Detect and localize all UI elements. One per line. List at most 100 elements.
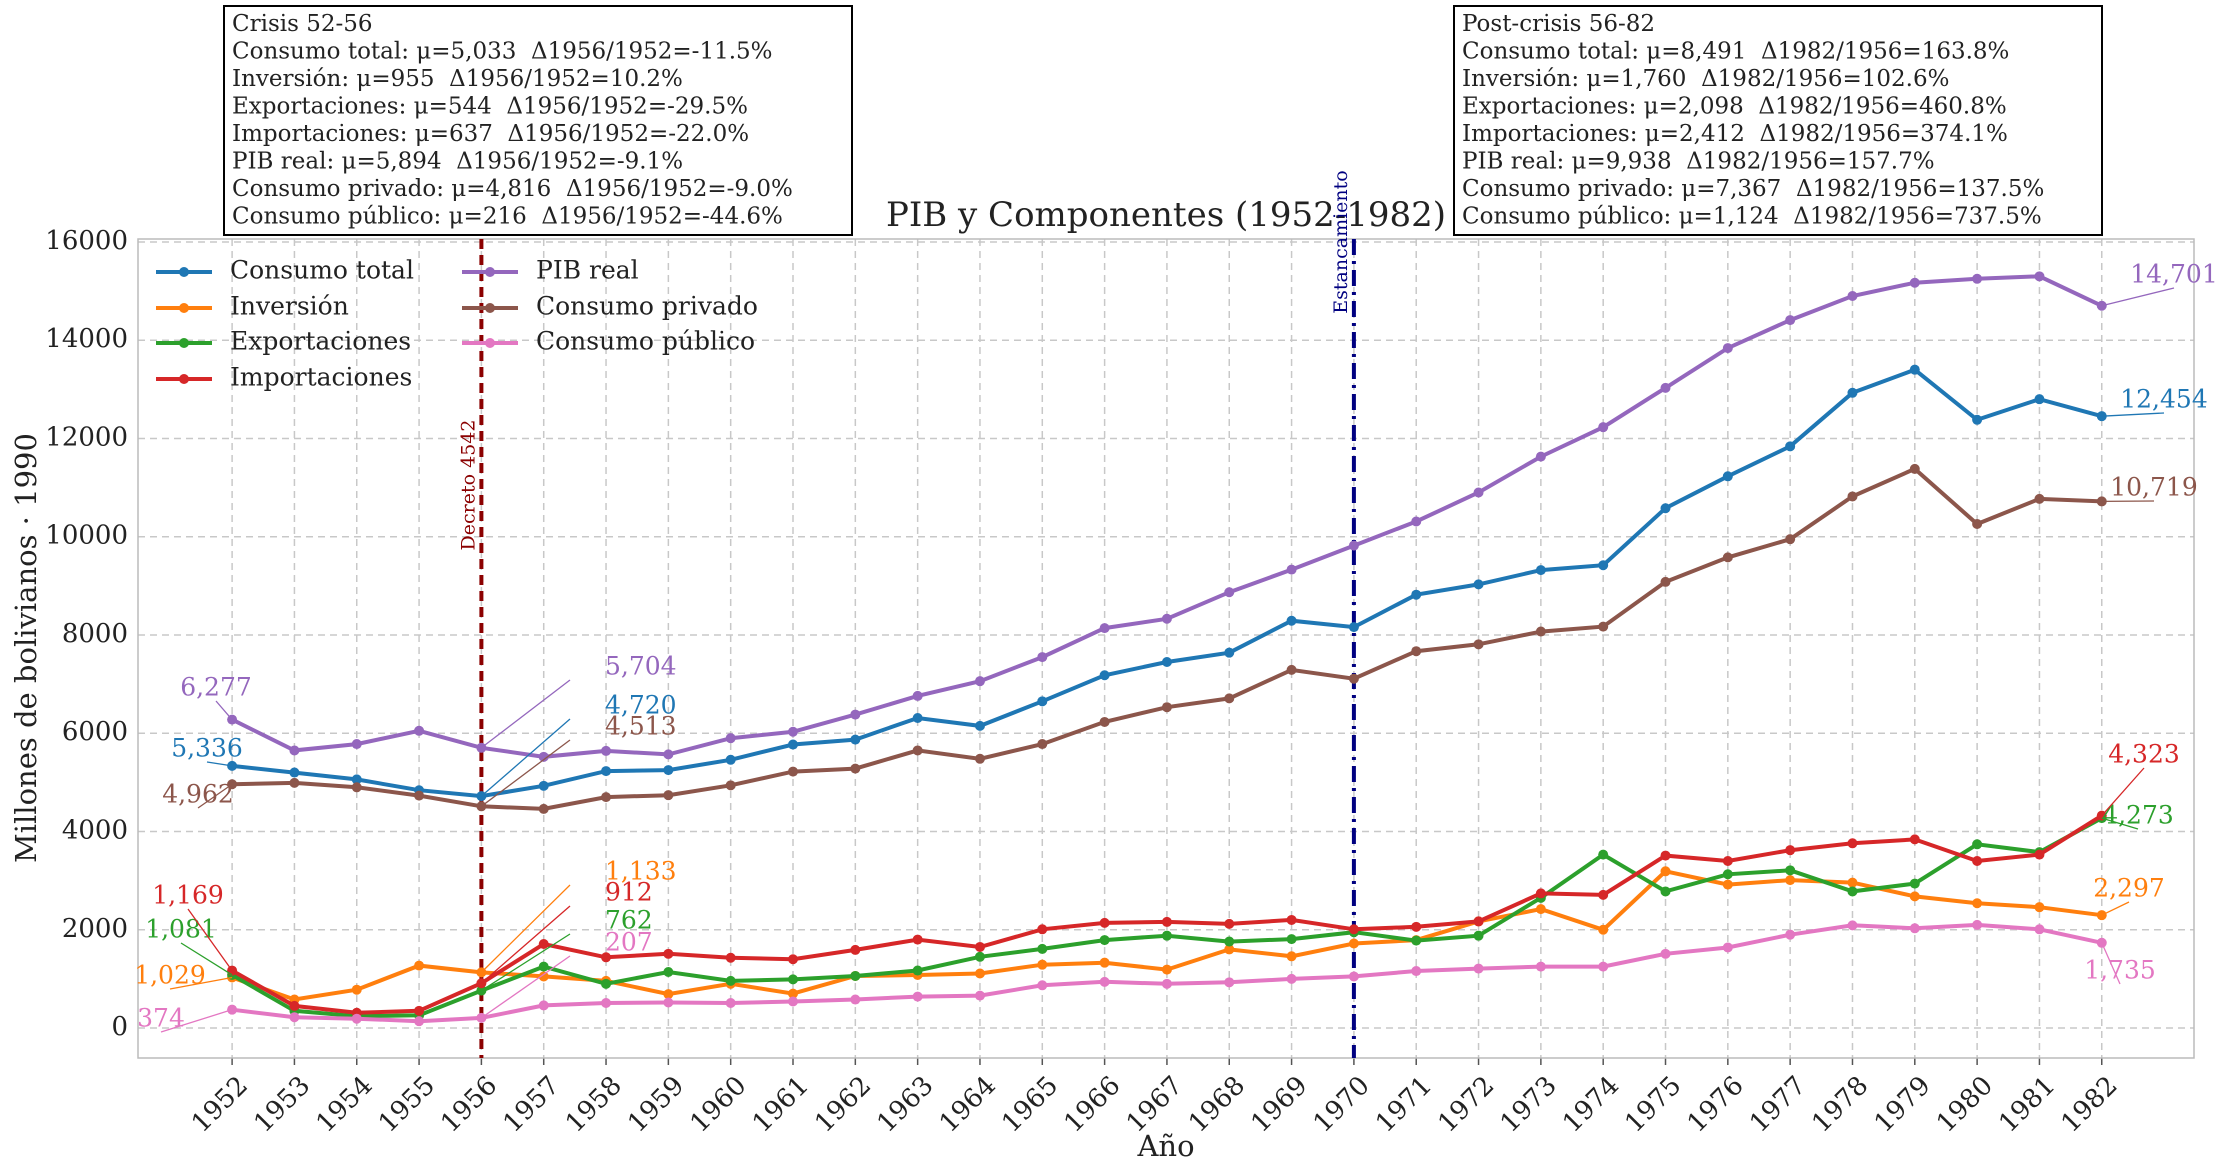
value-label: 1,081 bbox=[145, 915, 217, 944]
point bbox=[1847, 838, 1858, 849]
point bbox=[1909, 463, 1920, 474]
point bbox=[788, 766, 799, 777]
point bbox=[788, 974, 799, 985]
point bbox=[974, 720, 985, 731]
leader-line bbox=[2101, 817, 2139, 830]
value-label: 5,704 bbox=[605, 652, 677, 681]
point bbox=[1286, 664, 1297, 675]
point bbox=[725, 733, 736, 744]
point bbox=[974, 951, 985, 962]
point bbox=[1598, 560, 1609, 571]
point bbox=[538, 780, 549, 791]
point bbox=[2034, 271, 2045, 282]
point bbox=[1161, 916, 1172, 927]
point bbox=[351, 774, 362, 785]
stat-line: Consumo privado: μ=4,816 Δ1956/1952=-9.0… bbox=[232, 176, 793, 202]
point bbox=[1909, 364, 1920, 375]
point bbox=[1909, 834, 1920, 845]
point bbox=[289, 777, 300, 788]
point bbox=[1972, 855, 1983, 866]
legend-label: Importaciones bbox=[230, 363, 412, 392]
point bbox=[1037, 980, 1048, 991]
point bbox=[1598, 621, 1609, 632]
point bbox=[1847, 877, 1858, 888]
point bbox=[1909, 923, 1920, 934]
point bbox=[1099, 976, 1110, 987]
leader-line bbox=[480, 679, 571, 749]
point bbox=[1785, 845, 1796, 856]
point bbox=[601, 952, 612, 963]
point bbox=[2034, 493, 2045, 504]
leader-line bbox=[187, 908, 233, 971]
point bbox=[289, 745, 300, 756]
leader-line bbox=[2101, 412, 2165, 417]
leader-line bbox=[480, 718, 571, 797]
point bbox=[1785, 865, 1796, 876]
point bbox=[1348, 540, 1359, 551]
point bbox=[912, 745, 923, 756]
point bbox=[725, 754, 736, 765]
leader-line bbox=[2101, 942, 2121, 985]
point bbox=[1411, 516, 1422, 527]
point bbox=[2034, 849, 2045, 860]
point bbox=[1535, 565, 1546, 576]
leader-line bbox=[480, 884, 571, 973]
point bbox=[601, 978, 612, 989]
point bbox=[351, 984, 362, 995]
point bbox=[1909, 277, 1920, 288]
point bbox=[1224, 944, 1235, 955]
point bbox=[1037, 943, 1048, 954]
value-label: 4,720 bbox=[605, 691, 677, 720]
point bbox=[1972, 273, 1983, 284]
y-axis-label: Millones de bolivianos · 1990 bbox=[9, 433, 43, 863]
y-tick-label: 10000 bbox=[45, 521, 128, 551]
point bbox=[1099, 670, 1110, 681]
point bbox=[1598, 849, 1609, 860]
point bbox=[1224, 587, 1235, 598]
point bbox=[1099, 623, 1110, 634]
point bbox=[1099, 716, 1110, 727]
leader-line bbox=[215, 700, 233, 721]
point bbox=[1037, 696, 1048, 707]
point bbox=[351, 1013, 362, 1024]
leader-line bbox=[197, 783, 233, 809]
point bbox=[912, 690, 923, 701]
point bbox=[788, 726, 799, 737]
point bbox=[538, 1000, 549, 1011]
point bbox=[1535, 626, 1546, 637]
point bbox=[788, 988, 799, 999]
point bbox=[788, 954, 799, 965]
point bbox=[663, 790, 674, 801]
point bbox=[974, 968, 985, 979]
point bbox=[974, 990, 985, 1001]
stat-line: PIB real: μ=9,938 Δ1982/1956=157.7% bbox=[1462, 149, 1935, 175]
point bbox=[1972, 414, 1983, 425]
point bbox=[1785, 315, 1796, 326]
point bbox=[601, 997, 612, 1008]
point bbox=[1473, 916, 1484, 927]
point bbox=[289, 1000, 300, 1011]
point bbox=[538, 961, 549, 972]
point bbox=[1972, 898, 1983, 909]
point bbox=[1473, 963, 1484, 974]
point bbox=[974, 753, 985, 764]
legend-marker bbox=[179, 267, 189, 277]
point bbox=[1286, 934, 1297, 945]
point bbox=[1660, 382, 1671, 393]
value-label: 4,273 bbox=[2102, 801, 2174, 830]
point bbox=[663, 948, 674, 959]
point bbox=[1598, 889, 1609, 900]
point bbox=[850, 734, 861, 745]
point bbox=[414, 1016, 425, 1027]
point bbox=[1785, 534, 1796, 545]
point bbox=[1161, 964, 1172, 975]
point bbox=[1598, 924, 1609, 935]
chart-title: PIB y Componentes (1952-1982) bbox=[886, 195, 1446, 235]
point bbox=[414, 725, 425, 736]
point bbox=[1161, 702, 1172, 713]
point bbox=[1348, 938, 1359, 949]
point bbox=[601, 766, 612, 777]
point bbox=[1972, 839, 1983, 850]
point bbox=[1785, 875, 1796, 886]
point bbox=[788, 996, 799, 1007]
